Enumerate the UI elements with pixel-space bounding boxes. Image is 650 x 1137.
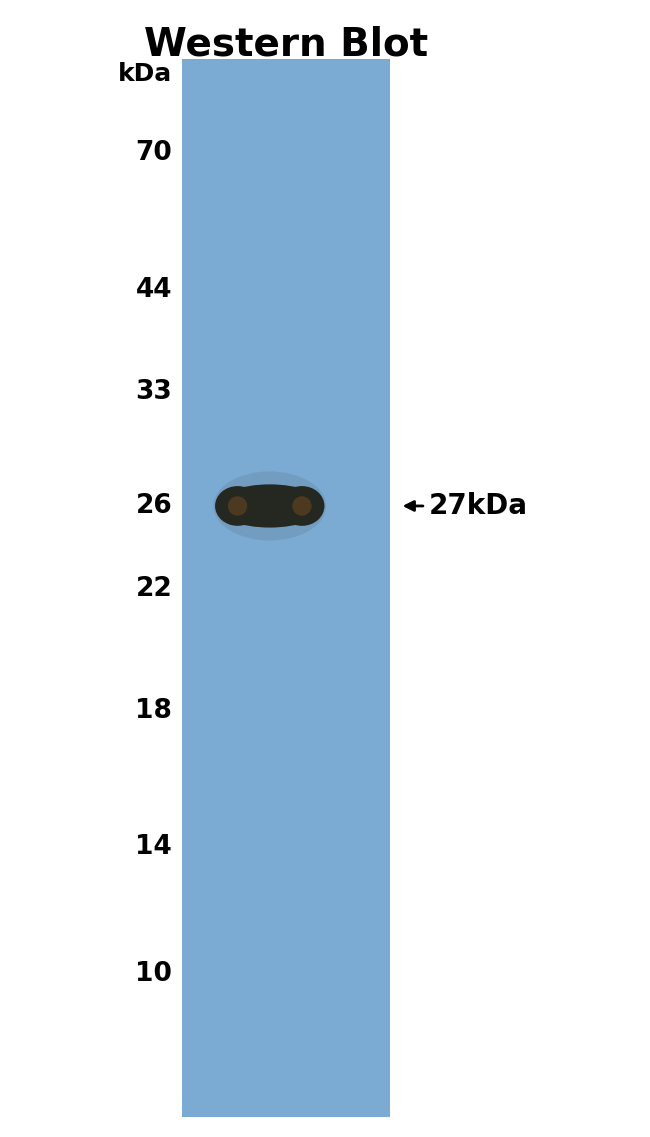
Ellipse shape <box>280 487 324 525</box>
Ellipse shape <box>215 487 260 525</box>
Text: 27kDa: 27kDa <box>429 492 528 520</box>
Ellipse shape <box>292 496 311 516</box>
Text: 70: 70 <box>135 141 172 166</box>
Text: Western Blot: Western Blot <box>144 25 428 63</box>
Ellipse shape <box>254 495 286 517</box>
Text: 22: 22 <box>135 576 172 601</box>
Text: 10: 10 <box>135 962 172 987</box>
Ellipse shape <box>216 484 324 528</box>
Text: 14: 14 <box>135 835 172 860</box>
Ellipse shape <box>213 472 326 540</box>
Text: 18: 18 <box>135 698 172 723</box>
Text: 33: 33 <box>135 380 172 405</box>
Bar <box>182 59 390 1117</box>
Text: kDa: kDa <box>118 61 172 86</box>
Text: 44: 44 <box>136 277 172 302</box>
Text: 26: 26 <box>135 493 172 518</box>
Ellipse shape <box>228 496 247 516</box>
